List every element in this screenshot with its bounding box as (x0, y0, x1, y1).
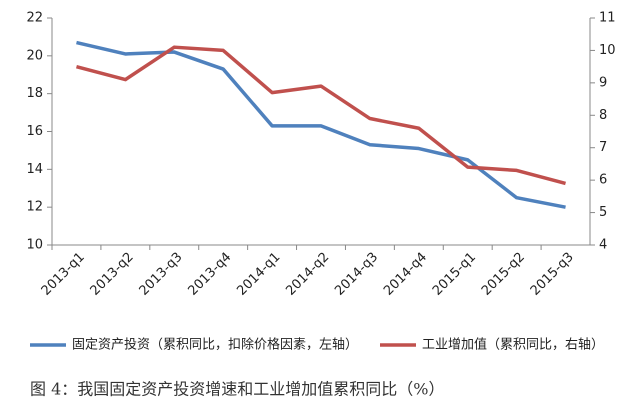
y-tick-label: 12 (26, 200, 43, 215)
y2-tick-label: 9 (599, 75, 607, 90)
y-tick-label: 18 (26, 86, 43, 101)
x-tick-label: 2014-q1 (234, 250, 283, 299)
x-tick-label: 2013-q3 (137, 250, 186, 299)
y2-tick-label: 7 (599, 140, 607, 155)
series-line (76, 45, 566, 186)
y2-tick-label: 8 (599, 108, 607, 123)
y2-tick-label: 6 (599, 173, 607, 188)
chart-title: 图 4：我国固定资产投资增速和工业增加值累积同比（%） (30, 380, 444, 399)
x-tick-label: 2013-q2 (88, 250, 137, 299)
y2-tick-label: 11 (599, 11, 616, 26)
x-tick-label: 2014-q4 (381, 250, 430, 299)
y-tick-label: 22 (26, 11, 43, 26)
x-tick-label: 2014-q2 (283, 250, 332, 299)
legend-label: 工业增加值（累积同比，右轴） (422, 337, 604, 353)
x-tick-label: 2014-q3 (332, 250, 381, 299)
x-tick-label: 2015-q2 (479, 250, 528, 299)
legend-label: 固定资产投资（累积同比，扣除价格因素，左轴） (72, 337, 358, 353)
y-tick-label: 14 (26, 162, 43, 177)
y-tick-label: 16 (26, 124, 43, 139)
y2-tick-label: 10 (599, 43, 616, 58)
x-tick-label: 2015-q3 (528, 250, 577, 299)
x-tick-label: 2013-q4 (185, 250, 234, 299)
y-tick-label: 10 (26, 238, 43, 253)
x-tick-label: 2015-q1 (430, 250, 479, 299)
x-tick-label: 2013-q1 (39, 250, 88, 299)
series-line (76, 40, 566, 209)
y2-tick-label: 4 (599, 238, 607, 253)
y-tick-label: 20 (26, 48, 43, 63)
y2-tick-label: 5 (599, 205, 607, 220)
